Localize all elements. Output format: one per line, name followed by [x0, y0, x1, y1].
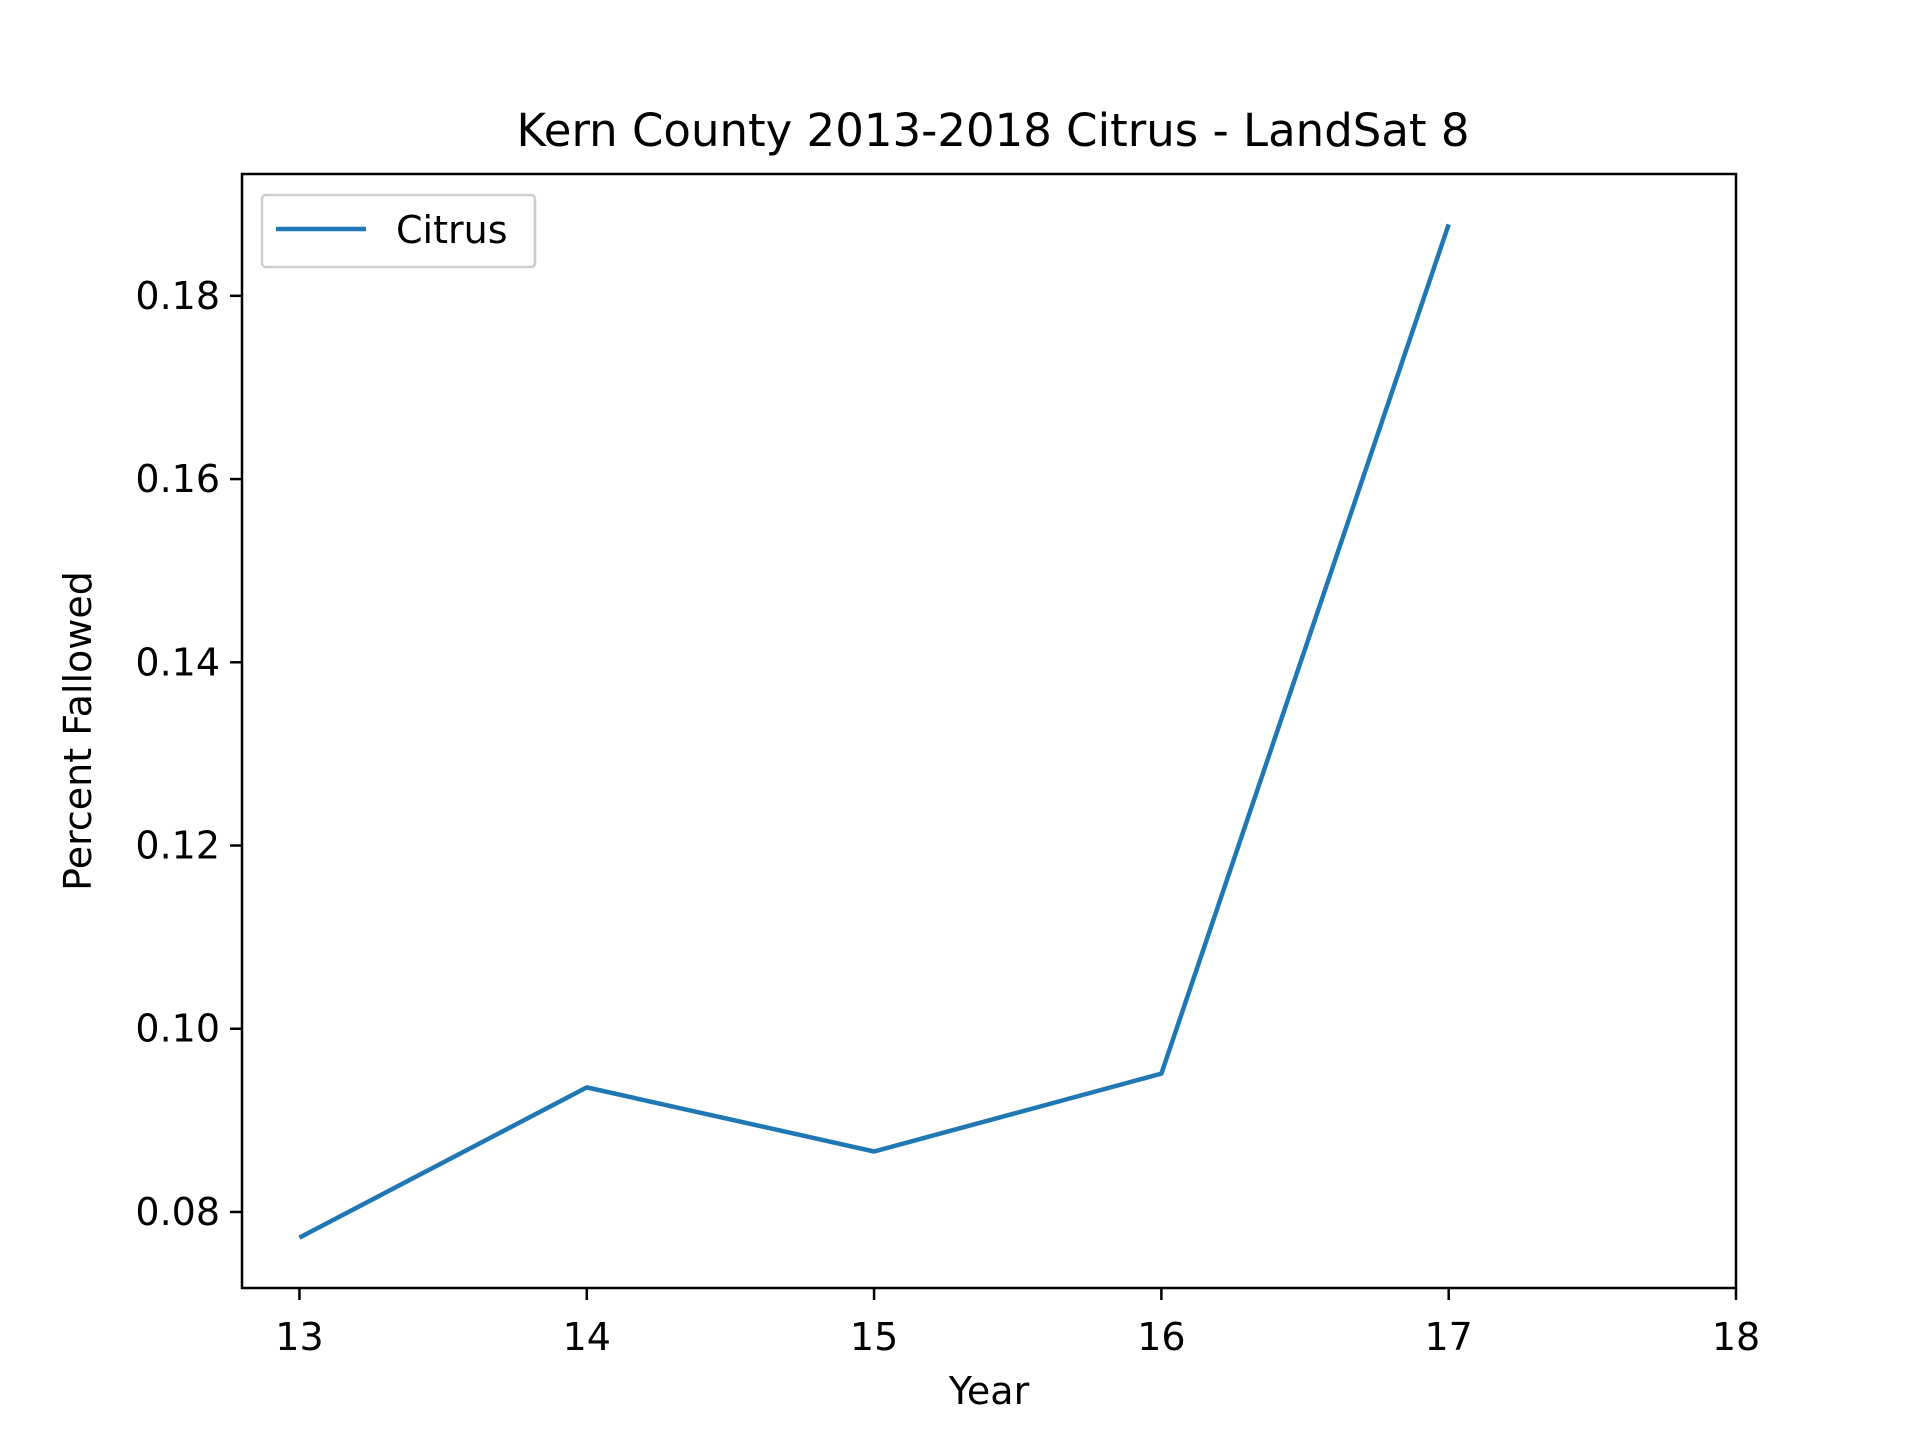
y-tick-label: 0.12: [135, 824, 220, 868]
series-line-citrus: [298, 223, 1451, 1240]
series-layer: [298, 223, 1451, 1240]
y-tick-label: 0.16: [135, 457, 220, 501]
x-tick-label: 15: [850, 1315, 898, 1359]
y-tick-label: 0.18: [135, 274, 220, 318]
x-tick-label: 14: [563, 1315, 611, 1359]
x-tick-label: 18: [1712, 1315, 1760, 1359]
x-tick-label: 13: [275, 1315, 323, 1359]
x-axis-label: Year: [948, 1369, 1030, 1413]
y-tick-label: 0.14: [135, 640, 220, 684]
legend-box: [260, 193, 537, 269]
y-tick-label: 0.10: [135, 1007, 220, 1051]
y-axis: 0.08 0.10 0.12 0.14 0.16 0.18: [135, 274, 242, 1234]
legend-label-citrus: Citrus: [396, 208, 508, 252]
plot-frame: [240, 172, 1738, 1290]
legend: Citrus: [260, 193, 537, 269]
y-axis-label: Percent Fallowed: [56, 571, 100, 891]
x-axis: 13 14 15 16 17 18: [275, 1288, 1760, 1359]
y-tick-label: 0.08: [135, 1190, 220, 1234]
x-tick-label: 17: [1425, 1315, 1473, 1359]
chart-title: Kern County 2013-2018 Citrus - LandSat 8: [517, 104, 1470, 157]
x-tick-label: 16: [1137, 1315, 1185, 1359]
